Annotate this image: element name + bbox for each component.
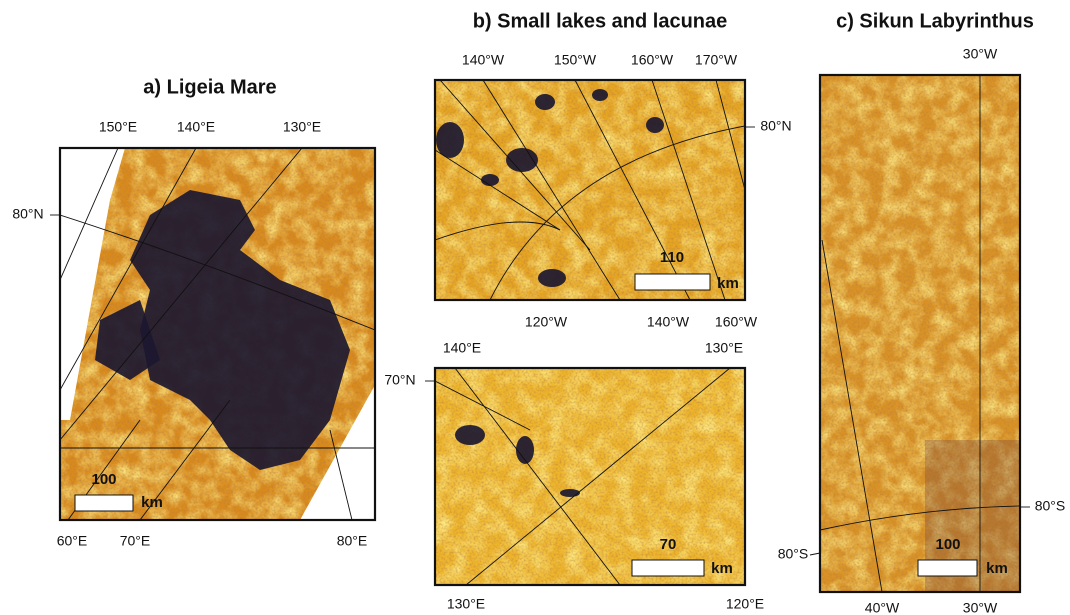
lon-label: 120°W [525,314,568,330]
lon-label: 80°E [337,533,368,549]
lon-label: 150°W [554,52,597,68]
lon-label: 160°W [631,52,674,68]
lon-label: 140°W [462,52,505,68]
lon-label: 120°E [726,596,764,612]
lat-label: 80°S [1035,498,1066,514]
scale-unit: km [717,275,739,292]
lon-label: 130°E [283,119,321,135]
lon-label: 60°E [57,533,88,549]
panel-c: c) Sikun Labyrinthus 30°W 80°S 80°S 40°W… [778,10,1066,615]
lat-label: 80°S [778,546,809,562]
lat-label: 70°N [384,372,415,388]
lon-label: 140°E [177,119,215,135]
lon-label: 30°W [963,46,998,62]
panel-b-bottom: 140°E 130°E 70°N 130°E 120°E 70 km [384,340,764,612]
scale-value: 110 [660,249,684,266]
panel-b-top: b) Small lakes and lacunae 140°W 150°W 1… [433,10,792,330]
lon-label: 150°E [99,119,137,135]
lon-label: 140°E [443,340,481,356]
lat-label: 80°N [760,118,791,134]
scale-unit: km [711,560,733,577]
scale-value: 70 [660,536,677,553]
lon-label: 40°W [865,600,900,615]
scale-value: 100 [935,536,960,553]
lat-label: 80°N [12,206,43,222]
panel-title: b) Small lakes and lacunae [473,10,728,32]
lon-label: 160°W [715,314,758,330]
scale-unit: km [986,560,1008,577]
lon-label: 130°E [705,340,743,356]
lon-label: 130°E [447,596,485,612]
lon-label: 140°W [647,314,690,330]
scale-value: 100 [91,471,116,488]
lon-label: 30°W [963,600,998,615]
lon-label: 170°W [695,52,738,68]
panel-a: a) Ligeia Mare 150°E 140°E 130°E 80°N 60… [12,76,377,549]
panel-title: c) Sikun Labyrinthus [836,10,1034,32]
panel-title: a) Ligeia Mare [143,76,276,98]
scale-unit: km [141,494,163,511]
lon-label: 70°E [120,533,151,549]
